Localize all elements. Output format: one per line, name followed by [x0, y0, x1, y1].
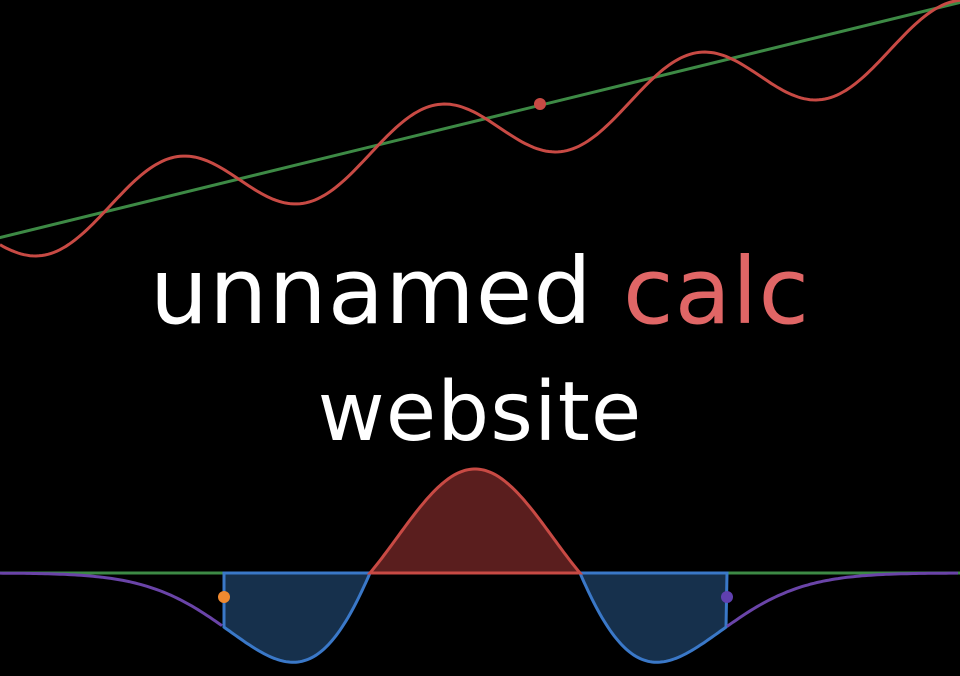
title-word-website: website [317, 365, 643, 460]
inflection-point-right [721, 591, 733, 603]
negative-area-right [577, 571, 729, 664]
tangent-line [0, 0, 960, 240]
title-line-1: unnamed calc [0, 246, 960, 338]
bell-curve-tail-left [0, 571, 223, 627]
positive-area [366, 467, 584, 575]
tangent-point [534, 98, 546, 110]
title-word-calc: calc [623, 238, 811, 345]
negative-area-left [222, 571, 373, 664]
inflection-point-left [218, 591, 230, 603]
title-word-unnamed: unnamed [149, 238, 593, 345]
wave-curve [0, 0, 960, 258]
bell-curve-tail-right [726, 571, 958, 628]
title-line-2: website [0, 372, 960, 454]
